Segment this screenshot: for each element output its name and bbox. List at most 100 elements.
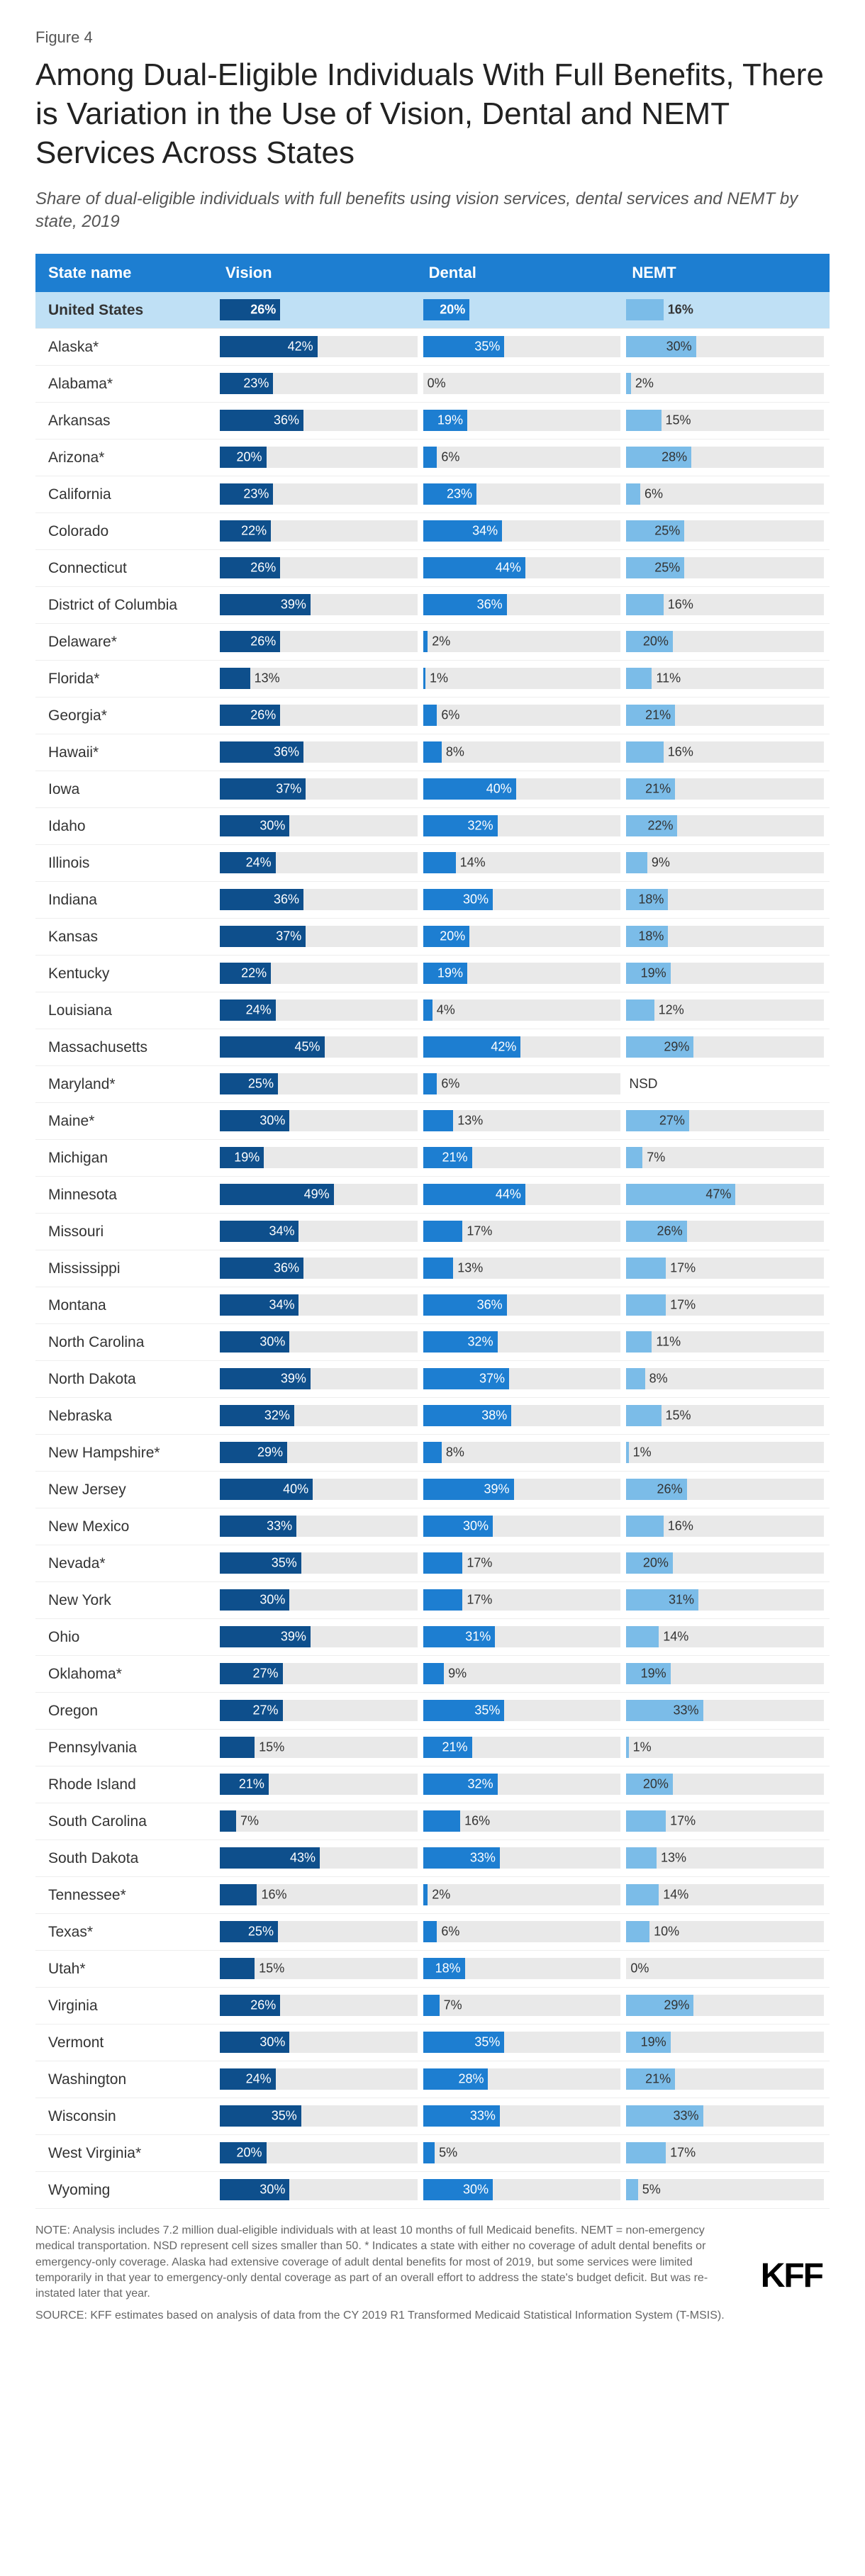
bar-cell-nemt: 22% xyxy=(626,811,830,841)
bar-cell-vision: 25% xyxy=(220,1917,423,1947)
bar-track: 37% xyxy=(220,778,418,800)
bar-track: 19% xyxy=(626,1663,824,1684)
bar-value-label: 16% xyxy=(668,303,693,318)
bar-value-label: 45% xyxy=(295,1040,320,1055)
table-row: Kentucky22%19%19% xyxy=(35,956,830,992)
bar-value-label: 7% xyxy=(647,1150,665,1165)
bar-track: 47% xyxy=(626,1184,824,1205)
bar-fill xyxy=(626,1294,666,1316)
bar-value-label: 16% xyxy=(464,1814,490,1829)
table-row: Ohio39%31%14% xyxy=(35,1619,830,1656)
table-row: Wisconsin35%33%33% xyxy=(35,2098,830,2135)
bar-track: 36% xyxy=(220,741,418,763)
bar-cell-nemt: 12% xyxy=(626,995,830,1025)
bar-track: 30% xyxy=(626,336,824,357)
state-name-cell: Nevada* xyxy=(35,1548,220,1579)
bar-cell-vision: 30% xyxy=(220,2027,423,2057)
table-row: Mississippi36%13%17% xyxy=(35,1250,830,1287)
bar-track: 28% xyxy=(626,447,824,468)
bar-track: 22% xyxy=(626,815,824,836)
bar-cell-dental: 9% xyxy=(423,1659,627,1689)
state-name-cell: Washington xyxy=(35,2064,220,2095)
bar-fill xyxy=(220,1884,257,1905)
bar-value-label: 20% xyxy=(643,1556,669,1571)
bar-track: 13% xyxy=(423,1110,621,1131)
bar-cell-dental: 21% xyxy=(423,1143,627,1172)
bar-cell-vision: 35% xyxy=(220,1548,423,1578)
bar-fill xyxy=(626,999,654,1021)
bar-cell-vision: 49% xyxy=(220,1180,423,1209)
bar-cell-vision: 36% xyxy=(220,737,423,767)
bar-fill xyxy=(423,1552,463,1574)
bar-cell-nemt: 20% xyxy=(626,627,830,656)
table-row: New Jersey40%39%26% xyxy=(35,1472,830,1508)
bar-cell-vision: 26% xyxy=(220,627,423,656)
bar-cell-nemt: 21% xyxy=(626,2064,830,2094)
bar-value-label: 1% xyxy=(633,1740,652,1755)
bar-track: 30% xyxy=(220,2179,418,2200)
bar-track: 45% xyxy=(220,1036,418,1058)
bar-value-label: 30% xyxy=(463,892,489,907)
bar-cell-dental: 17% xyxy=(423,1216,627,1246)
bar-track: 23% xyxy=(220,373,418,394)
bar-value-label: 27% xyxy=(252,1703,278,1718)
state-name-cell: Pennsylvania xyxy=(35,1732,220,1763)
bar-cell-nemt: 21% xyxy=(626,700,830,730)
table-row: Maine*30%13%27% xyxy=(35,1103,830,1140)
bar-value-label: 13% xyxy=(457,1261,483,1276)
bar-value-label: 17% xyxy=(467,1224,492,1239)
bar-cell-dental: 1% xyxy=(423,663,627,693)
state-name-cell: Oregon xyxy=(35,1696,220,1726)
bar-track: 26% xyxy=(220,631,418,652)
bar-fill xyxy=(626,410,661,431)
bar-value-label: 32% xyxy=(264,1409,290,1423)
bar-value-label: 6% xyxy=(441,450,459,465)
state-name-cell: Kansas xyxy=(35,922,220,952)
bar-value-label: 38% xyxy=(481,1409,507,1423)
bar-cell-dental: 6% xyxy=(423,700,627,730)
bar-value-label: 37% xyxy=(479,1372,505,1387)
bar-track: 20% xyxy=(626,631,824,652)
bar-cell-dental: 4% xyxy=(423,995,627,1025)
bar-value-label: 4% xyxy=(437,1003,455,1018)
bar-track: 38% xyxy=(423,1405,621,1426)
bar-track: 9% xyxy=(626,852,824,873)
bar-value-label: 17% xyxy=(670,2146,696,2161)
bar-track: 30% xyxy=(220,815,418,836)
bar-value-label: 7% xyxy=(444,1998,462,2013)
bar-value-label: 9% xyxy=(652,856,670,870)
bar-cell-dental: 19% xyxy=(423,405,627,435)
bar-track: 15% xyxy=(220,1958,418,1979)
state-name-cell: Hawaii* xyxy=(35,737,220,768)
bar-value-label: 32% xyxy=(468,819,493,834)
bar-cell-nemt: 16% xyxy=(626,737,830,767)
bar-cell-vision: 27% xyxy=(220,1659,423,1689)
bar-cell-dental: 35% xyxy=(423,332,627,362)
bar-cell-dental: 20% xyxy=(423,295,627,325)
bar-track: 34% xyxy=(220,1294,418,1316)
bar-fill xyxy=(423,1073,437,1094)
bar-track: 42% xyxy=(423,1036,621,1058)
bar-value-label: 8% xyxy=(446,1445,464,1460)
bar-cell-nemt: 16% xyxy=(626,1511,830,1541)
state-name-cell: Kentucky xyxy=(35,958,220,989)
bar-cell-nemt: NSD xyxy=(626,1072,830,1097)
bar-track: 29% xyxy=(220,1442,418,1463)
bar-value-label: 16% xyxy=(668,1519,693,1534)
bar-value-label: 36% xyxy=(477,1298,503,1313)
bar-cell-vision: 26% xyxy=(220,295,423,325)
bar-value-label: 25% xyxy=(248,1925,274,1939)
bar-cell-dental: 17% xyxy=(423,1548,627,1578)
bar-value-label: 40% xyxy=(283,1482,308,1497)
bar-cell-dental: 20% xyxy=(423,922,627,951)
bar-value-label: 14% xyxy=(460,856,486,870)
state-name-cell: Nebraska xyxy=(35,1401,220,1431)
bar-track: 11% xyxy=(626,1331,824,1353)
bar-cell-dental: 36% xyxy=(423,1290,627,1320)
bar-value-label: 18% xyxy=(638,929,664,944)
bar-cell-dental: 6% xyxy=(423,1069,627,1099)
state-name-cell: Utah* xyxy=(35,1954,220,1984)
bar-cell-vision: 24% xyxy=(220,848,423,878)
bar-track: 13% xyxy=(626,1847,824,1869)
bar-track: 17% xyxy=(423,1552,621,1574)
